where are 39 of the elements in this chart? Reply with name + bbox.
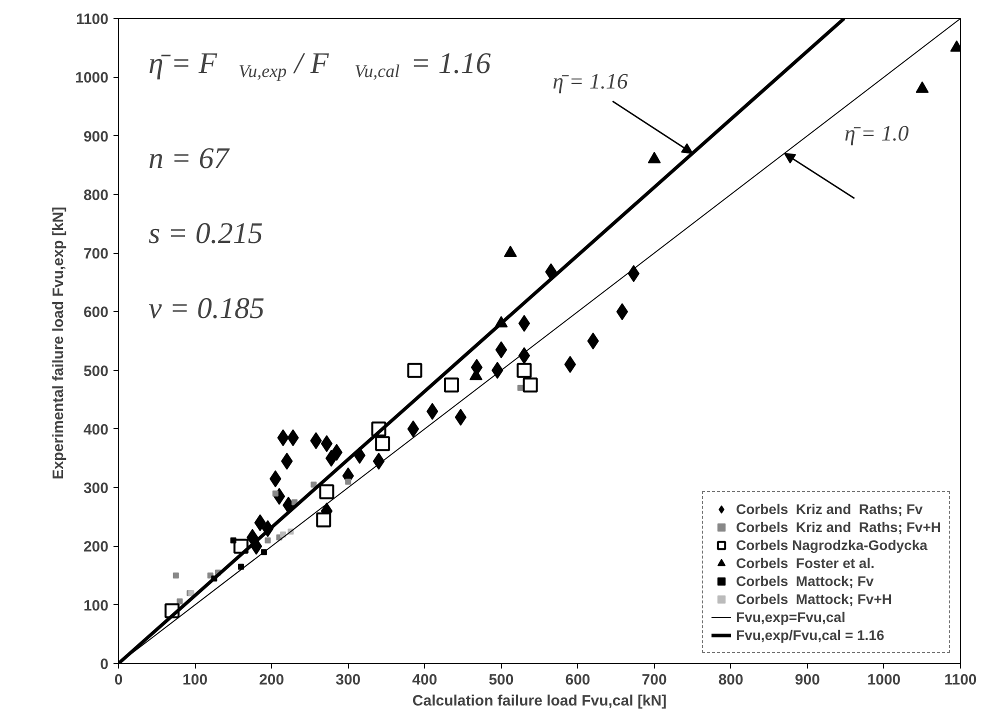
legend-label: Corbels Kriz and Raths; Fv+H — [736, 518, 941, 536]
y-tick-label: 800 — [83, 186, 109, 204]
x-tick-label: 300 — [336, 672, 361, 688]
y-tick-label: 0 — [100, 656, 108, 673]
legend-label: Corbels Mattock; Fv+H — [736, 590, 892, 608]
x-tick-label: 1100 — [944, 672, 977, 688]
x-tick-label: 900 — [794, 672, 820, 688]
x-tick-label: 500 — [488, 672, 514, 688]
legend-label: Corbels Foster et al. — [736, 554, 874, 572]
y-tick-label: 100 — [83, 597, 109, 614]
annotation: s = 0.215 — [148, 217, 263, 250]
x-tick-label: 800 — [718, 672, 744, 688]
x-tick-label: 1000 — [867, 672, 901, 688]
x-tick-label: 600 — [565, 672, 590, 688]
legend-label: Corbels Mattock; Fv — [736, 572, 874, 590]
y-tick-label: 600 — [83, 304, 109, 322]
y-axis-title: Experimental failure load Fvu,exp [kN] — [50, 206, 68, 480]
legend-label: Fvu,exp=Fvu,cal — [736, 608, 846, 626]
y-tick-label: 900 — [83, 128, 109, 146]
y-tick-label: 400 — [83, 421, 109, 438]
annotation: η̄ = 1.16 — [552, 68, 628, 94]
y-tick-label: 300 — [83, 480, 109, 498]
x-tick-label: 200 — [259, 672, 284, 688]
legend-label: Corbels Kriz and Raths; Fv — [736, 500, 923, 518]
x-tick-label: 100 — [182, 672, 208, 688]
y-tick-label: 200 — [83, 538, 109, 556]
annotation: η̄ = 1.0 — [844, 120, 909, 146]
x-tick-label: 400 — [412, 672, 438, 688]
y-tick-label: 700 — [83, 246, 109, 263]
legend-label: Fvu,exp/Fvu,cal = 1.16 — [736, 626, 884, 644]
y-tick-label: 500 — [83, 362, 109, 380]
y-tick-label: 1000 — [75, 70, 109, 87]
x-axis-title: Calculation failure load Fvu,cal [kN] — [412, 692, 667, 710]
annotation: n = 67 — [148, 142, 231, 175]
legend-label: Corbels Nagrodzka-Godycka — [736, 536, 928, 554]
annotation: ν = 0.185 — [148, 292, 265, 325]
y-tick-label: 1100 — [76, 11, 109, 28]
x-tick-label: 0 — [114, 672, 123, 688]
x-tick-label: 700 — [642, 672, 667, 688]
